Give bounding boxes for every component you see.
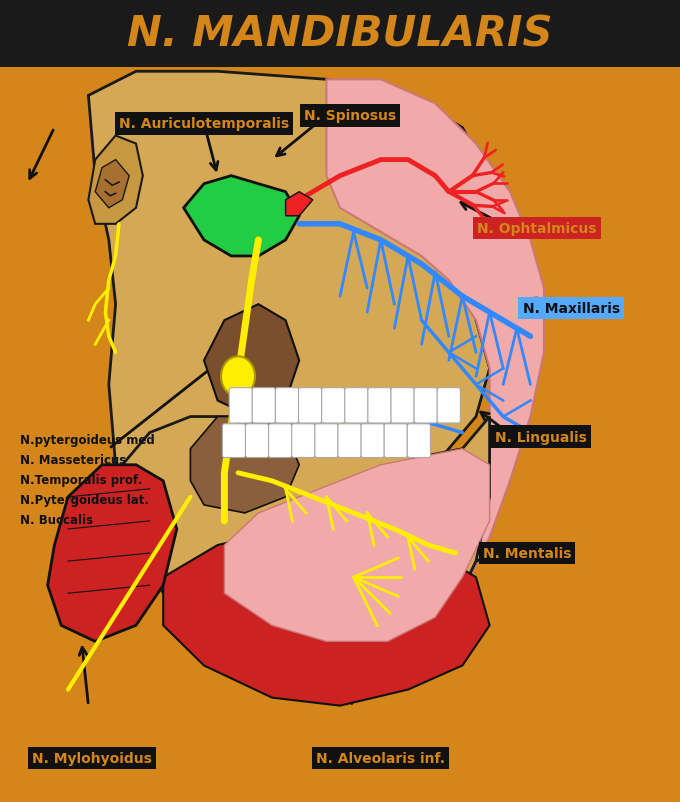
FancyBboxPatch shape xyxy=(368,388,391,423)
FancyBboxPatch shape xyxy=(361,424,384,458)
Polygon shape xyxy=(95,160,129,209)
Polygon shape xyxy=(286,192,313,217)
Polygon shape xyxy=(204,305,299,417)
FancyBboxPatch shape xyxy=(275,388,299,423)
FancyBboxPatch shape xyxy=(322,388,345,423)
FancyBboxPatch shape xyxy=(437,388,460,423)
FancyBboxPatch shape xyxy=(292,424,315,458)
FancyBboxPatch shape xyxy=(252,388,275,423)
Polygon shape xyxy=(48,465,177,642)
Circle shape xyxy=(221,357,255,397)
Polygon shape xyxy=(163,529,490,706)
FancyBboxPatch shape xyxy=(229,388,252,423)
Polygon shape xyxy=(88,136,143,225)
FancyBboxPatch shape xyxy=(222,424,245,458)
Text: N. Maxillaris: N. Maxillaris xyxy=(523,302,619,316)
FancyBboxPatch shape xyxy=(0,0,680,68)
Text: N. Mentalis: N. Mentalis xyxy=(483,546,571,561)
FancyBboxPatch shape xyxy=(315,424,338,458)
Text: N. MANDIBULARIS: N. MANDIBULARIS xyxy=(127,14,553,55)
Text: N. Alveolaris inf.: N. Alveolaris inf. xyxy=(316,751,445,765)
Polygon shape xyxy=(224,449,490,642)
FancyBboxPatch shape xyxy=(384,424,407,458)
Polygon shape xyxy=(224,80,544,690)
FancyBboxPatch shape xyxy=(345,388,368,423)
Text: N. Ophtalmicus: N. Ophtalmicus xyxy=(477,221,597,236)
FancyBboxPatch shape xyxy=(299,388,322,423)
FancyBboxPatch shape xyxy=(245,424,269,458)
Text: N. Mylohyoidus: N. Mylohyoidus xyxy=(32,751,152,765)
Text: N.pytergoideus med
N. Massetericus
N.Temporalis prof.
N.Pytergoideus lat.
N. Buc: N.pytergoideus med N. Massetericus N.Tem… xyxy=(20,433,155,526)
Text: N. Spinosus: N. Spinosus xyxy=(304,109,396,124)
FancyBboxPatch shape xyxy=(414,388,437,423)
Polygon shape xyxy=(190,417,299,513)
FancyBboxPatch shape xyxy=(338,424,361,458)
FancyBboxPatch shape xyxy=(391,388,414,423)
Polygon shape xyxy=(88,72,503,626)
FancyBboxPatch shape xyxy=(269,424,292,458)
FancyBboxPatch shape xyxy=(407,424,430,458)
Text: N. Lingualis: N. Lingualis xyxy=(494,430,587,444)
Text: N. Auriculotemporalis: N. Auriculotemporalis xyxy=(119,117,289,132)
Polygon shape xyxy=(184,176,299,257)
Polygon shape xyxy=(122,417,490,690)
